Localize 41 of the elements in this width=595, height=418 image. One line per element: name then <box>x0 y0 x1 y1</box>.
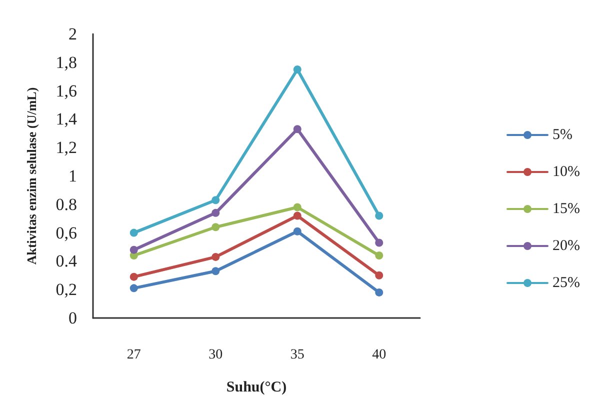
point <box>375 238 384 247</box>
point <box>375 288 384 296</box>
point <box>130 284 138 292</box>
y-tick-label: 1,8 <box>56 52 77 72</box>
y-tick-label: 0.8 <box>56 194 77 214</box>
point <box>212 267 220 276</box>
legend-label: 20% <box>552 238 580 254</box>
y-tick-label: 0,2 <box>56 280 77 300</box>
legend-label: 10% <box>552 164 580 180</box>
point <box>293 203 302 212</box>
y-axis-title: Aktivitas enzim selulase (U/mL) <box>24 87 39 265</box>
point <box>212 252 220 261</box>
point <box>293 227 302 236</box>
point <box>212 196 220 204</box>
y-tick-label: 1 <box>68 166 77 186</box>
y-tick-label: 1,2 <box>56 138 77 158</box>
point <box>293 66 302 74</box>
point <box>293 212 302 220</box>
x-tick-label: 30 <box>208 348 223 362</box>
y-tick-label: 1,4 <box>56 110 78 129</box>
x-tick-label: 27 <box>126 348 141 362</box>
x-tick-label: 35 <box>290 348 304 362</box>
point <box>293 125 302 134</box>
point <box>212 208 220 217</box>
point <box>212 223 220 232</box>
point <box>375 212 384 220</box>
point <box>130 272 138 281</box>
y-tick-label: 0,6 <box>56 223 77 242</box>
y-tick-label: 0.4 <box>56 252 78 271</box>
point <box>130 246 138 254</box>
point <box>375 252 384 260</box>
y-tick-label: 0 <box>68 308 77 328</box>
point <box>130 228 138 237</box>
legend-label: 25% <box>552 275 580 291</box>
legend-label: 5% <box>552 127 573 143</box>
x-tick-label: 40 <box>372 348 386 362</box>
x-axis-title: Suhu(°C) <box>226 380 287 396</box>
point <box>375 271 384 280</box>
y-tick-label: 2 <box>68 24 77 44</box>
legend-label: 15% <box>552 201 580 217</box>
y-tick-label: 1,6 <box>56 81 77 100</box>
